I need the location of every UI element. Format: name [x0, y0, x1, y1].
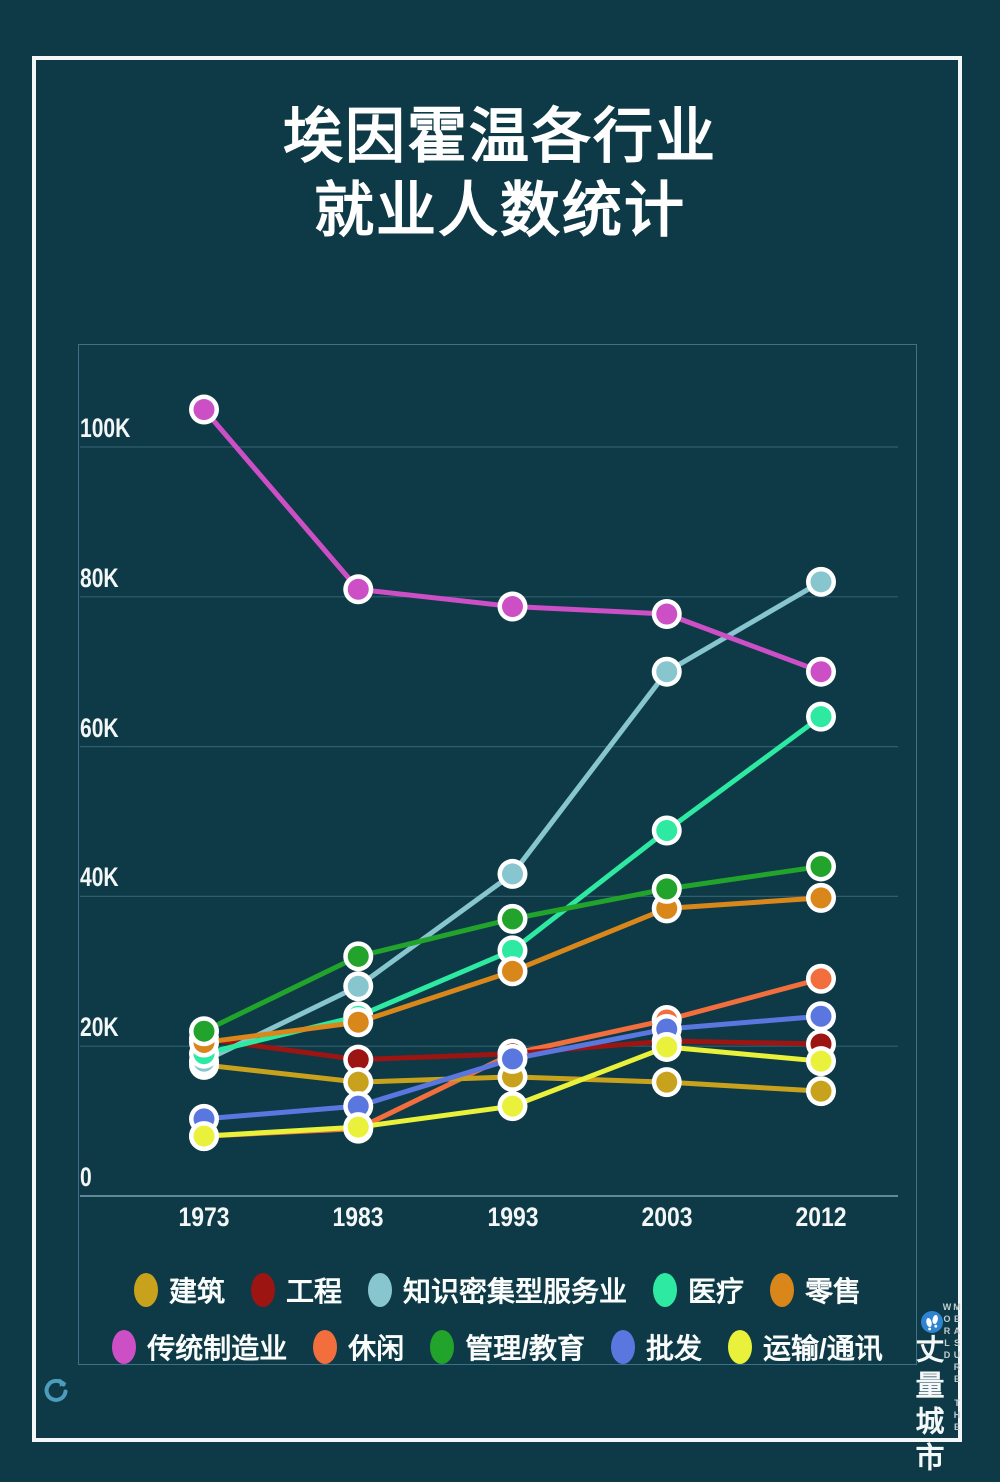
- legend-item-建筑: 建筑: [133, 1270, 225, 1310]
- y-axis-label-40K: 40K: [80, 862, 119, 893]
- legend-label-管理/教育: 管理/教育: [465, 1333, 585, 1364]
- data-point-批发-2012: [810, 1005, 832, 1027]
- legend-item-知识密集型服务业: 知识密集型服务业: [367, 1270, 627, 1310]
- data-point-建筑-2003: [656, 1071, 678, 1093]
- data-point-建筑-1983: [347, 1071, 369, 1093]
- data-point-批发-1993: [502, 1048, 523, 1070]
- legend-row-1: 建筑 工程 知识密集型服务业 医疗 零售: [78, 1268, 917, 1312]
- data-point-运输/通讯-1983: [347, 1116, 369, 1138]
- x-axis-label-2012: 2012: [795, 1202, 847, 1232]
- page-title: 埃因霍温各行业 就业人数统计: [0, 100, 1000, 248]
- series-line-传统制造业: [201, 407, 824, 675]
- y-axis-label-60K: 60K: [80, 712, 119, 743]
- data-point-管理/教育-1993: [502, 908, 523, 930]
- data-point-运输/通讯-1973: [193, 1125, 215, 1147]
- x-axis-label-1993: 1993: [486, 1202, 539, 1232]
- data-point-管理/教育-1973: [193, 1020, 215, 1042]
- outer-frame: [32, 56, 962, 1442]
- series-传统制造业: [189, 394, 836, 687]
- x-axis-label-1973: 1973: [178, 1202, 230, 1232]
- data-point-批发-1983: [347, 1095, 369, 1117]
- legend-dot-icon-批发: [611, 1330, 635, 1364]
- y-axis-label-0: 0: [80, 1162, 92, 1192]
- legend-dot-icon-运输/通讯: [728, 1330, 753, 1364]
- legend-item-运输/通讯: 运输/通讯: [728, 1327, 883, 1367]
- y-axis-label-80K: 80K: [80, 562, 119, 593]
- legend-label-批发: 批发: [646, 1333, 703, 1364]
- data-point-零售-2003: [656, 897, 678, 919]
- data-point-医疗-2003: [656, 819, 678, 841]
- data-point-传统制造业-1973: [193, 399, 215, 421]
- legend-label-建筑: 建筑: [168, 1276, 225, 1307]
- legend-dot-icon-传统制造业: [112, 1330, 137, 1364]
- series-运输/通讯: [189, 1031, 836, 1152]
- legend-item-传统制造业: 传统制造业: [112, 1327, 287, 1367]
- legend-label-医疗: 医疗: [688, 1276, 745, 1307]
- legend-dot-icon-医疗: [653, 1273, 677, 1307]
- data-point-知识密集型服务业-2012: [810, 571, 832, 593]
- legend-dot-icon-休闲: [313, 1330, 338, 1364]
- legend-label-休闲: 休闲: [348, 1333, 405, 1364]
- data-point-传统制造业-2012: [810, 661, 832, 683]
- data-point-知识密集型服务业-2003: [656, 661, 678, 683]
- brand-name-en: MEASURE THE WORLD: [942, 1302, 962, 1434]
- x-axis-label-1983: 1983: [332, 1202, 384, 1232]
- data-point-运输/通讯-1993: [502, 1095, 523, 1117]
- legend-dot-icon-知识密集型服务业: [367, 1273, 392, 1307]
- data-point-休闲-2012: [810, 968, 832, 990]
- data-point-零售-1993: [502, 960, 523, 982]
- page-title-line1: 埃因霍温各行业: [283, 103, 717, 170]
- legend-dot-icon-管理/教育: [430, 1330, 455, 1364]
- data-point-医疗-2012: [810, 706, 832, 728]
- legend-label-运输/通讯: 运输/通讯: [763, 1333, 883, 1364]
- legend-item-休闲: 休闲: [313, 1327, 404, 1367]
- data-point-管理/教育-1983: [347, 945, 369, 967]
- data-point-工程-1983: [347, 1049, 369, 1071]
- series-line-知识密集型服务业: [201, 579, 824, 1064]
- data-point-零售-1983: [347, 1011, 369, 1033]
- data-point-传统制造业-1993: [502, 596, 523, 618]
- data-point-零售-2012: [810, 887, 832, 909]
- chart-plot-border: [78, 344, 917, 1365]
- data-point-运输/通讯-2012: [810, 1050, 832, 1072]
- legend-label-工程: 工程: [285, 1276, 342, 1307]
- legend-item-工程: 工程: [250, 1270, 342, 1310]
- legend-label-零售: 零售: [805, 1276, 862, 1307]
- y-axis-label-100K: 100K: [80, 413, 131, 443]
- data-point-建筑-2012: [810, 1080, 832, 1102]
- series-知识密集型服务业: [189, 566, 836, 1077]
- legend-dot-icon-工程: [250, 1273, 275, 1307]
- refresh-icon[interactable]: [42, 1376, 70, 1404]
- page-title-line2: 就业人数统计: [314, 177, 686, 244]
- legend-item-批发: 批发: [611, 1327, 702, 1367]
- legend-label-传统制造业: 传统制造业: [147, 1333, 288, 1364]
- legend-dot-icon-建筑: [133, 1273, 158, 1307]
- data-point-知识密集型服务业-1993: [502, 863, 523, 885]
- y-axis-label-20K: 20K: [80, 1012, 119, 1043]
- legend-item-管理/教育: 管理/教育: [430, 1327, 585, 1367]
- brand-name-cn: 丈量城市: [911, 1334, 943, 1478]
- data-point-管理/教育-2012: [810, 855, 832, 877]
- data-point-运输/通讯-2003: [656, 1036, 678, 1058]
- legend-item-零售: 零售: [770, 1270, 861, 1310]
- legend-label-知识密集型服务业: 知识密集型服务业: [402, 1276, 627, 1307]
- x-axis-label-2003: 2003: [641, 1202, 693, 1232]
- data-point-知识密集型服务业-1983: [347, 975, 369, 997]
- legend-item-医疗: 医疗: [653, 1270, 744, 1310]
- data-point-管理/教育-2003: [656, 878, 678, 900]
- legend-row-2: 传统制造业 休闲 管理/教育 批发 运输/通讯: [78, 1325, 917, 1369]
- legend-dot-icon-零售: [770, 1273, 795, 1307]
- data-point-传统制造业-2003: [656, 603, 678, 625]
- measure-the-world-logo-icon: [921, 1311, 943, 1333]
- data-point-医疗-1993: [502, 939, 523, 961]
- series-管理/教育: [189, 851, 836, 1047]
- data-point-传统制造业-1983: [347, 578, 369, 600]
